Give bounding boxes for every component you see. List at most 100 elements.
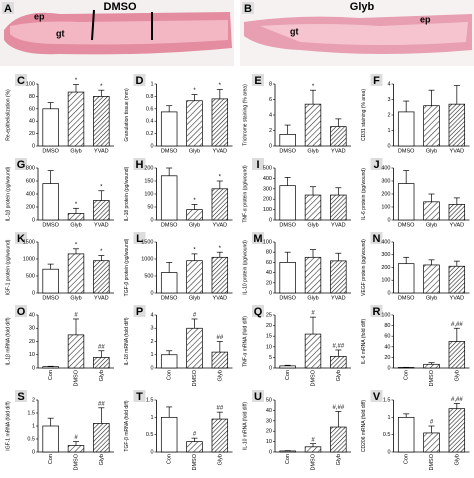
y-tick-label: 8 bbox=[269, 81, 272, 87]
y-tick-label: 100 bbox=[381, 278, 390, 284]
x-tick-label: Glyb bbox=[99, 370, 105, 381]
bar bbox=[42, 425, 59, 453]
panel-letter: N bbox=[373, 233, 381, 245]
annotation: ## bbox=[216, 406, 223, 412]
y-axis-label: TGF-β protein (pg/wound) bbox=[124, 238, 130, 296]
y-tick-label: 0.5 bbox=[27, 436, 35, 442]
bar bbox=[67, 445, 85, 453]
y-tick-label: 1 bbox=[150, 352, 153, 358]
annotation: # bbox=[430, 420, 434, 426]
y-tick-label: 6 bbox=[269, 97, 272, 103]
panel-letter: A bbox=[4, 3, 12, 15]
panel-letter: J bbox=[373, 159, 379, 171]
bar bbox=[160, 272, 178, 294]
bar bbox=[279, 365, 296, 369]
y-tick-label: 300 bbox=[263, 186, 272, 192]
bar bbox=[211, 98, 229, 147]
bar bbox=[448, 204, 466, 221]
panel-letter: G bbox=[17, 159, 26, 171]
panel-letter-box bbox=[15, 74, 27, 86]
bar bbox=[93, 200, 110, 221]
y-tick-label: 20 bbox=[29, 131, 35, 137]
y-tick-label: 0 bbox=[387, 143, 390, 149]
x-tick-label: Glyb bbox=[454, 370, 460, 381]
bar bbox=[160, 354, 178, 369]
y-tick-label: 4 bbox=[269, 112, 272, 118]
y-tick-label: 1000 bbox=[141, 256, 153, 262]
x-tick-label: YVAD bbox=[94, 222, 109, 228]
panel-letter: T bbox=[136, 391, 143, 403]
annotation: * bbox=[75, 78, 78, 84]
y-tick-label: 60 bbox=[29, 106, 35, 112]
bar bbox=[279, 450, 296, 453]
panel-letter-box bbox=[133, 305, 146, 317]
y-tick-label: 4 bbox=[150, 312, 153, 318]
y-tick-label: 600 bbox=[26, 178, 35, 184]
y-tick-label: 1500 bbox=[23, 239, 35, 245]
x-tick-label: Con bbox=[285, 454, 291, 464]
panel-letter: E bbox=[254, 75, 261, 87]
x-tick-label: Glyb bbox=[307, 295, 318, 301]
y-tick-label: 1000 bbox=[23, 256, 35, 262]
panel-letter: I bbox=[256, 159, 259, 171]
y-tick-label: 400 bbox=[263, 176, 272, 182]
annotation: * bbox=[219, 175, 222, 181]
x-tick-label: YVAD bbox=[94, 295, 109, 301]
panel-letter-box bbox=[370, 158, 383, 170]
panel-letter: D bbox=[136, 75, 144, 87]
panel-letter: S bbox=[17, 391, 24, 403]
bar bbox=[93, 357, 110, 369]
bar bbox=[330, 126, 347, 147]
y-axis-label: Re-epithelialization (%) bbox=[5, 89, 11, 141]
y-tick-label: 80 bbox=[29, 94, 35, 100]
x-tick-label: DMSO bbox=[398, 295, 415, 301]
y-tick-label: 0 bbox=[269, 290, 272, 296]
bar bbox=[42, 268, 59, 294]
y-tick-label: 0 bbox=[32, 365, 35, 371]
y-tick-label: 1 bbox=[150, 415, 153, 421]
y-axis-label: IL-10 protein (pg/wound) bbox=[242, 240, 248, 295]
y-axis-label: IL-1β mRNA (fold diff) bbox=[5, 317, 11, 365]
y-tick-label: 3 bbox=[150, 326, 153, 332]
bar bbox=[67, 334, 85, 369]
x-tick-label: Con bbox=[404, 370, 410, 380]
y-axis-label: CD31 staining (% area) bbox=[361, 89, 367, 141]
y-tick-label: 10 bbox=[266, 439, 272, 445]
y-tick-label: 20 bbox=[266, 429, 272, 435]
panel-letter-box bbox=[15, 390, 27, 402]
y-tick-label: 0 bbox=[269, 449, 272, 455]
bar bbox=[330, 194, 347, 221]
x-tick-label: Glyb bbox=[189, 295, 200, 301]
annotation: #,## bbox=[332, 405, 344, 411]
y-axis-label: TNF-α protein (pg/wound) bbox=[242, 165, 248, 223]
image-label: ep bbox=[34, 11, 45, 21]
x-tick-label: DMSO bbox=[279, 295, 296, 301]
panel-letter-box bbox=[252, 232, 264, 244]
y-tick-label: 0 bbox=[387, 449, 390, 455]
bar bbox=[423, 363, 440, 369]
x-tick-label: Glyb bbox=[99, 454, 105, 465]
y-tick-label: 15 bbox=[266, 334, 272, 340]
y-tick-label: 500 bbox=[263, 165, 272, 171]
panel-letter: R bbox=[373, 306, 381, 318]
bar bbox=[186, 100, 203, 147]
bar bbox=[423, 264, 440, 294]
bar bbox=[160, 111, 178, 147]
bar bbox=[448, 341, 466, 369]
bar bbox=[397, 416, 415, 453]
panel-letter-box bbox=[15, 158, 27, 170]
panel-letter-box bbox=[133, 390, 146, 402]
bar bbox=[448, 103, 466, 147]
x-tick-label: DMSO bbox=[279, 148, 296, 154]
y-axis-label: Trichrome staining (% area) bbox=[242, 84, 248, 146]
x-tick-label: DMSO bbox=[42, 295, 59, 301]
y-tick-label: 0.5 bbox=[383, 432, 391, 438]
y-tick-label: 100 bbox=[381, 204, 390, 210]
bar bbox=[160, 416, 178, 453]
y-tick-label: 0.6 bbox=[146, 106, 154, 112]
annotation: #,## bbox=[451, 397, 463, 403]
histology-b: B Glyb ep gt bbox=[240, 0, 474, 66]
y-tick-label: 0 bbox=[32, 217, 35, 223]
y-tick-label: 60 bbox=[266, 260, 272, 266]
annotation: * bbox=[219, 246, 222, 252]
